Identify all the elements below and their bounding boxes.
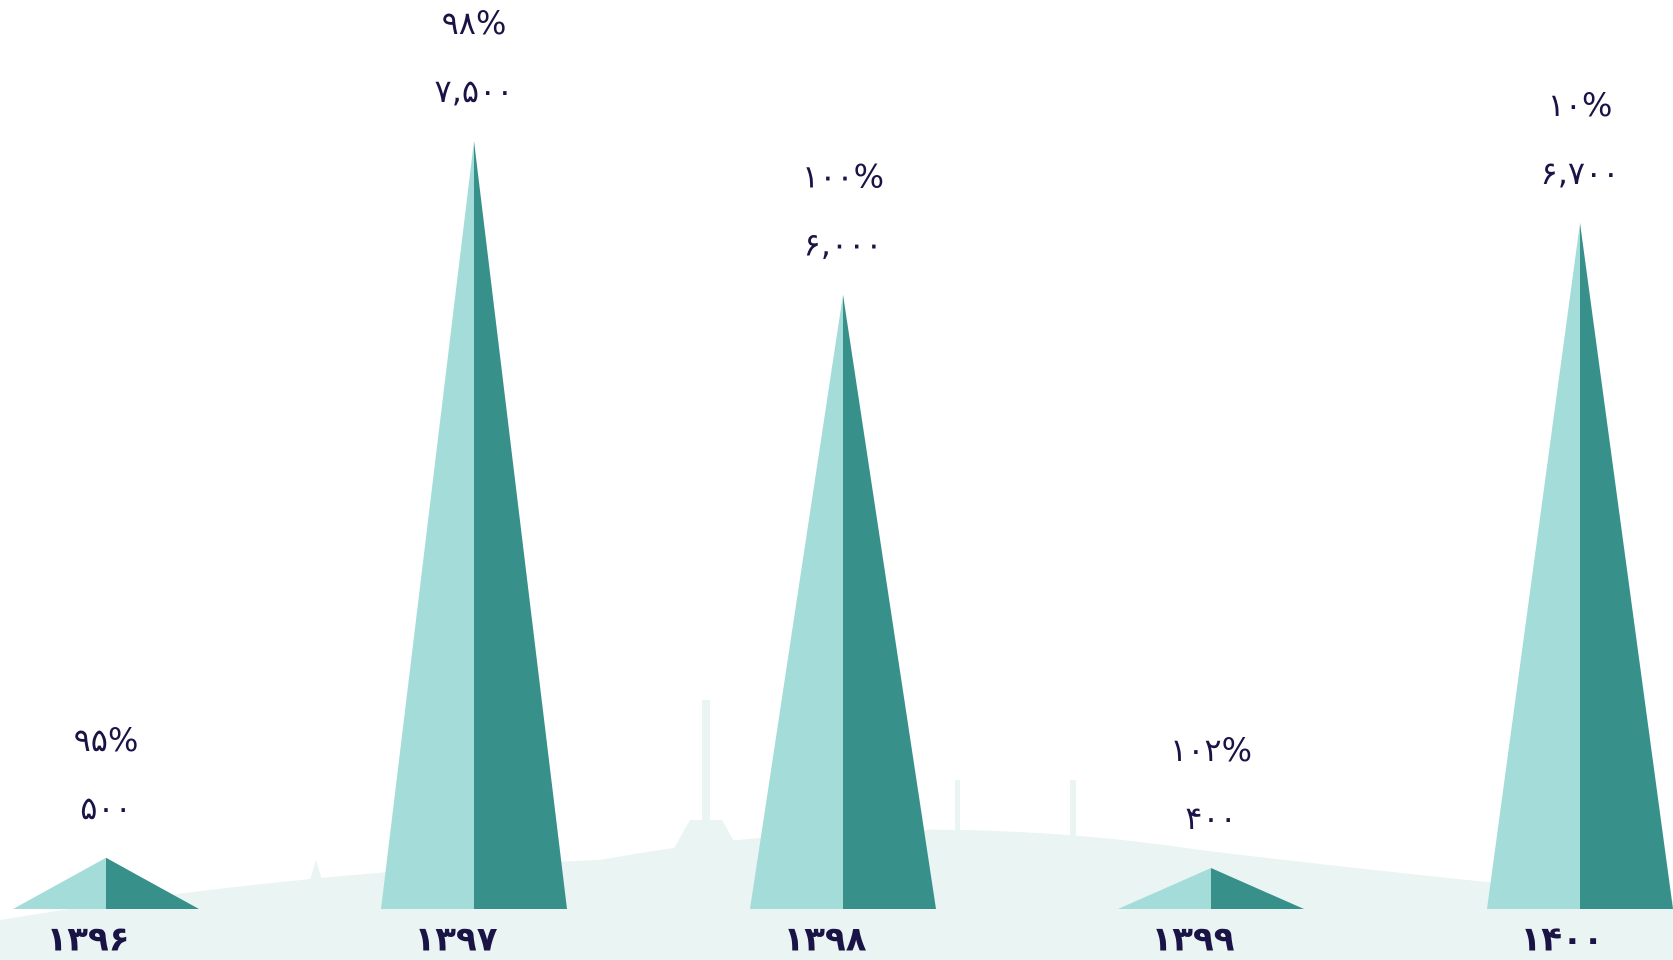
pyramid-right: [1211, 868, 1304, 909]
percent-label: ۱۰%: [1548, 86, 1613, 124]
pyramid-right: [843, 294, 936, 910]
pyramid-left: [381, 141, 474, 909]
value-label: ۵۰۰: [80, 789, 132, 827]
value-label: ۶,۰۰۰: [804, 226, 883, 264]
value-label: ۴۰۰: [1185, 799, 1237, 837]
pyramid-right: [474, 141, 567, 909]
value-label: ۶,۷۰۰: [1541, 154, 1620, 192]
value-label: ۷,۵۰۰: [435, 72, 514, 110]
x-tick-label: ۱۳۹۸: [783, 920, 866, 960]
pyramid-left: [1118, 868, 1211, 909]
pyramid-left: [13, 857, 106, 909]
pyramid-right: [1580, 222, 1673, 910]
pyramid-right: [106, 857, 199, 909]
pyramid-left: [1487, 222, 1580, 910]
percent-label: ۱۰۰%: [802, 158, 884, 196]
x-tick-label: ۱۳۹۹: [1151, 920, 1234, 960]
percent-label: ۱۰۲%: [1170, 731, 1252, 769]
percent-label: ۹۸%: [442, 4, 507, 42]
x-tick-label: ۱۳۹۷: [414, 920, 497, 960]
pyramid-left: [750, 294, 843, 910]
x-tick-label: ۱۳۹۶: [46, 920, 129, 960]
percent-label: ۹۵%: [74, 721, 139, 759]
x-tick-label: ۱۴۰۰: [1520, 920, 1603, 960]
